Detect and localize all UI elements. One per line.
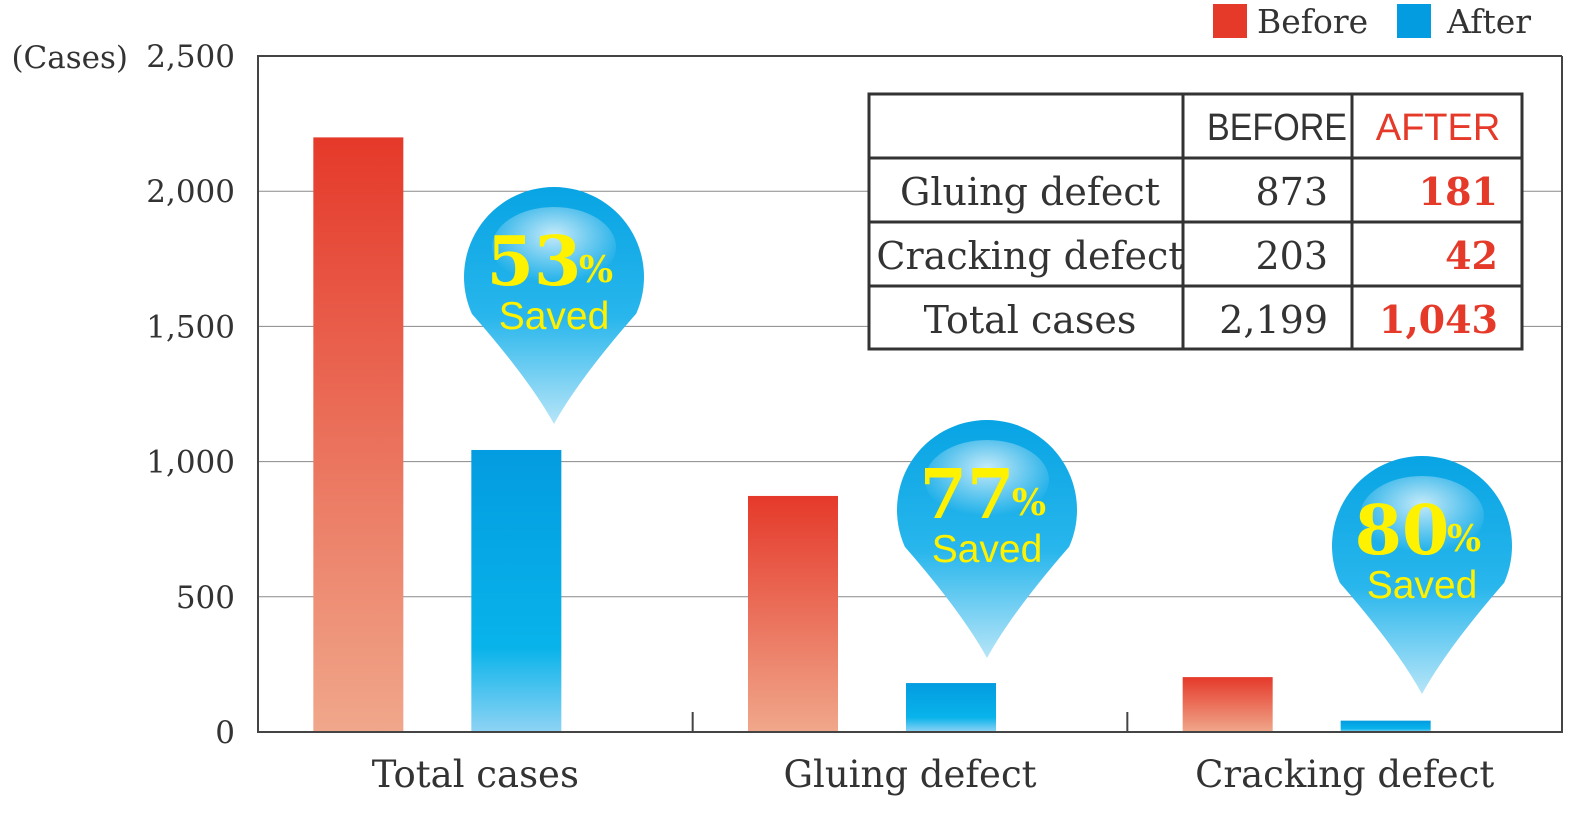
table-row-label: Cracking defect	[876, 234, 1183, 278]
bar-before-3	[1182, 677, 1273, 732]
bars	[313, 137, 1431, 733]
legend-label-before: Before	[1257, 2, 1368, 41]
badge-highlight	[1360, 476, 1484, 556]
badge-highlight	[492, 207, 616, 287]
badge-saved-label: Saved	[499, 295, 610, 338]
y-tick-label: 2,000	[146, 174, 235, 210]
y-tick-label: 1,500	[146, 309, 235, 345]
table-row-label: Total cases	[924, 298, 1137, 342]
y-tick-label: 0	[215, 715, 235, 751]
data-table: BEFORE AFTER Gluing defect 873 181 Cracking d…	[867, 92, 1524, 351]
legend-swatch-after	[1397, 4, 1431, 38]
table-cell-before: 203	[1255, 234, 1328, 278]
table-cell-before: 2,199	[1219, 298, 1328, 342]
table-row-label: Gluing defect	[900, 170, 1160, 214]
savings-badge: 53%Saved	[463, 187, 644, 424]
y-tick-label: 500	[176, 580, 235, 616]
savings-badge: 77%Saved	[896, 420, 1077, 658]
badge-percent: 77	[920, 455, 1015, 535]
y-axis-title: (Cases)	[11, 40, 128, 76]
bar-after-1	[471, 449, 562, 732]
legend: Before After	[1213, 2, 1531, 41]
badge-saved-label: Saved	[932, 528, 1043, 571]
x-tick-label: Cracking defect	[1195, 753, 1494, 796]
x-tick-label: Gluing defect	[783, 753, 1036, 796]
badge-percent-sign: %	[579, 249, 613, 291]
axis-frame	[257, 55, 1563, 733]
y-tick-label: 1,000	[146, 445, 235, 481]
x-tick-label: Total cases	[372, 753, 579, 796]
badge-percent: 53	[487, 222, 582, 302]
bar-before-1	[313, 137, 404, 733]
table-header-before: BEFORE	[1207, 107, 1347, 149]
bar-before-2	[748, 495, 838, 732]
badge-percent-sign: %	[1012, 482, 1046, 524]
bar-after-2	[906, 683, 996, 732]
badge-highlight	[925, 440, 1049, 520]
savings-badge: 80%Saved	[1332, 456, 1512, 694]
bar-after-3	[1340, 720, 1431, 732]
table-header-after: AFTER	[1376, 107, 1501, 149]
table-cell-after: 181	[1419, 169, 1498, 214]
y-axis-ticks: 0 500 1,000 1,500 2,000 2,500	[146, 39, 235, 751]
x-axis-labels: Total cases Gluing defect Cracking defect	[372, 753, 1495, 796]
table-cell-before: 873	[1255, 170, 1328, 214]
plot-frame	[257, 55, 1563, 733]
badge-saved-label: Saved	[1367, 564, 1478, 607]
y-tick-label: 2,500	[146, 39, 235, 75]
table-cell-after: 42	[1445, 233, 1498, 278]
legend-swatch-before	[1213, 4, 1247, 38]
badge-percent: 80	[1355, 491, 1450, 571]
table-cell-after: 1,043	[1379, 297, 1498, 342]
badge-percent-sign: %	[1447, 518, 1481, 560]
legend-label-after: After	[1446, 2, 1531, 41]
